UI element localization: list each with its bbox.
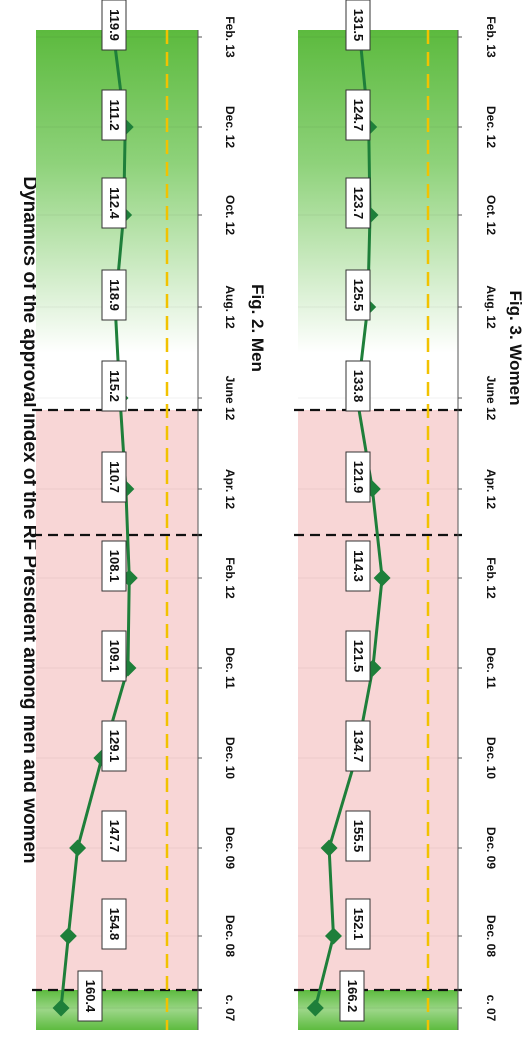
data-point-marker [52, 999, 70, 1017]
data-point-marker [320, 839, 338, 857]
data-label-box [101, 630, 127, 682]
data-label-box [101, 89, 127, 141]
data-label: 119.9 [107, 9, 122, 41]
x-tick-label: Dec. 12 [484, 106, 498, 148]
x-tick-label: Apr. 12 [223, 469, 237, 509]
data-label: 166.2 [345, 980, 360, 1013]
data-label: 114.3 [351, 550, 366, 582]
data-label: 112.4 [107, 187, 122, 220]
data-label-box [345, 269, 371, 321]
x-tick-label: c. 07 [223, 995, 237, 1022]
x-tick-label: Dec. 11 [223, 647, 237, 689]
x-tick-label: Feb. 13 [484, 16, 498, 58]
data-label: 129.1 [107, 730, 122, 763]
x-tick-label: Dec. 10 [223, 737, 237, 779]
x-tick-label: Dec. 09 [223, 827, 237, 869]
pink-zone [298, 410, 458, 990]
data-label-box [345, 451, 371, 503]
data-label: 110.7 [107, 461, 122, 493]
data-label: 134.7 [351, 730, 366, 763]
data-label: 154.8 [107, 908, 122, 941]
data-label: 133.8 [351, 370, 366, 403]
data-label: 155.5 [351, 820, 366, 853]
chart-men: Fig. 2. Men c. 07 Dec. 08 Dec. 09 Dec. 10 De… [32, 0, 267, 1030]
data-label: 160.4 [83, 980, 98, 1013]
green-zone-start [298, 990, 458, 1030]
data-label-box [345, 898, 371, 950]
data-label-box [345, 810, 371, 862]
green-zone-recent [298, 30, 458, 410]
data-label-box [101, 451, 127, 503]
data-label-box [101, 360, 127, 412]
data-label: 147.7 [107, 820, 122, 853]
x-tick-label: Dec. 08 [223, 915, 237, 957]
data-label-box [345, 360, 371, 412]
x-tick-label: June 12 [484, 376, 498, 421]
data-label: 124.7 [351, 99, 366, 132]
data-label-box [345, 630, 371, 682]
data-label-box [345, 89, 371, 141]
x-tick-label: Aug. 12 [223, 285, 237, 329]
data-label-box [345, 177, 371, 229]
chart-title: Fig. 2. Men [248, 284, 267, 372]
data-label: 123.7 [351, 187, 366, 220]
data-label-box [345, 0, 371, 51]
data-point-marker [69, 839, 87, 857]
data-label: 115.2 [107, 370, 122, 402]
x-tick-label: June 12 [223, 376, 237, 421]
data-label: 152.1 [351, 908, 366, 941]
data-point-marker [373, 569, 391, 587]
x-tick-label: Oct. 12 [223, 195, 237, 235]
data-label: 121.9 [351, 461, 366, 494]
data-label-box [77, 970, 103, 1022]
x-tick-label: Dec. 08 [484, 915, 498, 957]
data-label-box [101, 0, 127, 51]
x-tick-label: Dec. 11 [484, 647, 498, 689]
data-label: 108.1 [107, 550, 122, 583]
data-label-box [101, 540, 127, 592]
x-tick-label: c. 07 [484, 995, 498, 1022]
data-label: 121.5 [351, 640, 366, 673]
data-label-box [345, 540, 371, 592]
data-label-box [345, 720, 371, 772]
data-label: 125.5 [351, 279, 366, 312]
data-label-box [101, 898, 127, 950]
data-label-box [101, 810, 127, 862]
x-tick-label: Dec. 10 [484, 737, 498, 779]
x-tick-label: Feb. 13 [223, 16, 237, 58]
x-tick-label: Oct. 12 [484, 195, 498, 235]
chart-title: Fig. 3. Women [506, 291, 522, 406]
x-tick-label: Aug. 12 [484, 285, 498, 329]
data-label: 118.9 [107, 279, 122, 311]
data-point-marker [59, 927, 77, 945]
chart-women: Fig. 3. Women c. 07 Dec. 08 Dec. 09 Dec. 10… [294, 0, 522, 1030]
plot-background [298, 30, 458, 1030]
data-label-box [101, 720, 127, 772]
data-label-box [101, 269, 127, 321]
data-label: 109.1 [107, 640, 122, 673]
data-point-marker [306, 999, 324, 1017]
data-label-box [101, 177, 127, 229]
page-title: Dynamics of the approval index of the RF… [19, 176, 40, 863]
data-label-box [339, 970, 365, 1022]
data-point-marker [324, 927, 342, 945]
data-label: 131.5 [351, 9, 366, 42]
x-tick-label: Feb. 12 [223, 557, 237, 599]
x-tick-label: Dec. 09 [484, 827, 498, 869]
x-tick-label: Feb. 12 [484, 557, 498, 599]
pink-zone [36, 410, 198, 990]
data-label: 111.2 [107, 99, 122, 130]
x-tick-label: Apr. 12 [484, 469, 498, 509]
x-tick-label: Dec. 12 [223, 106, 237, 148]
